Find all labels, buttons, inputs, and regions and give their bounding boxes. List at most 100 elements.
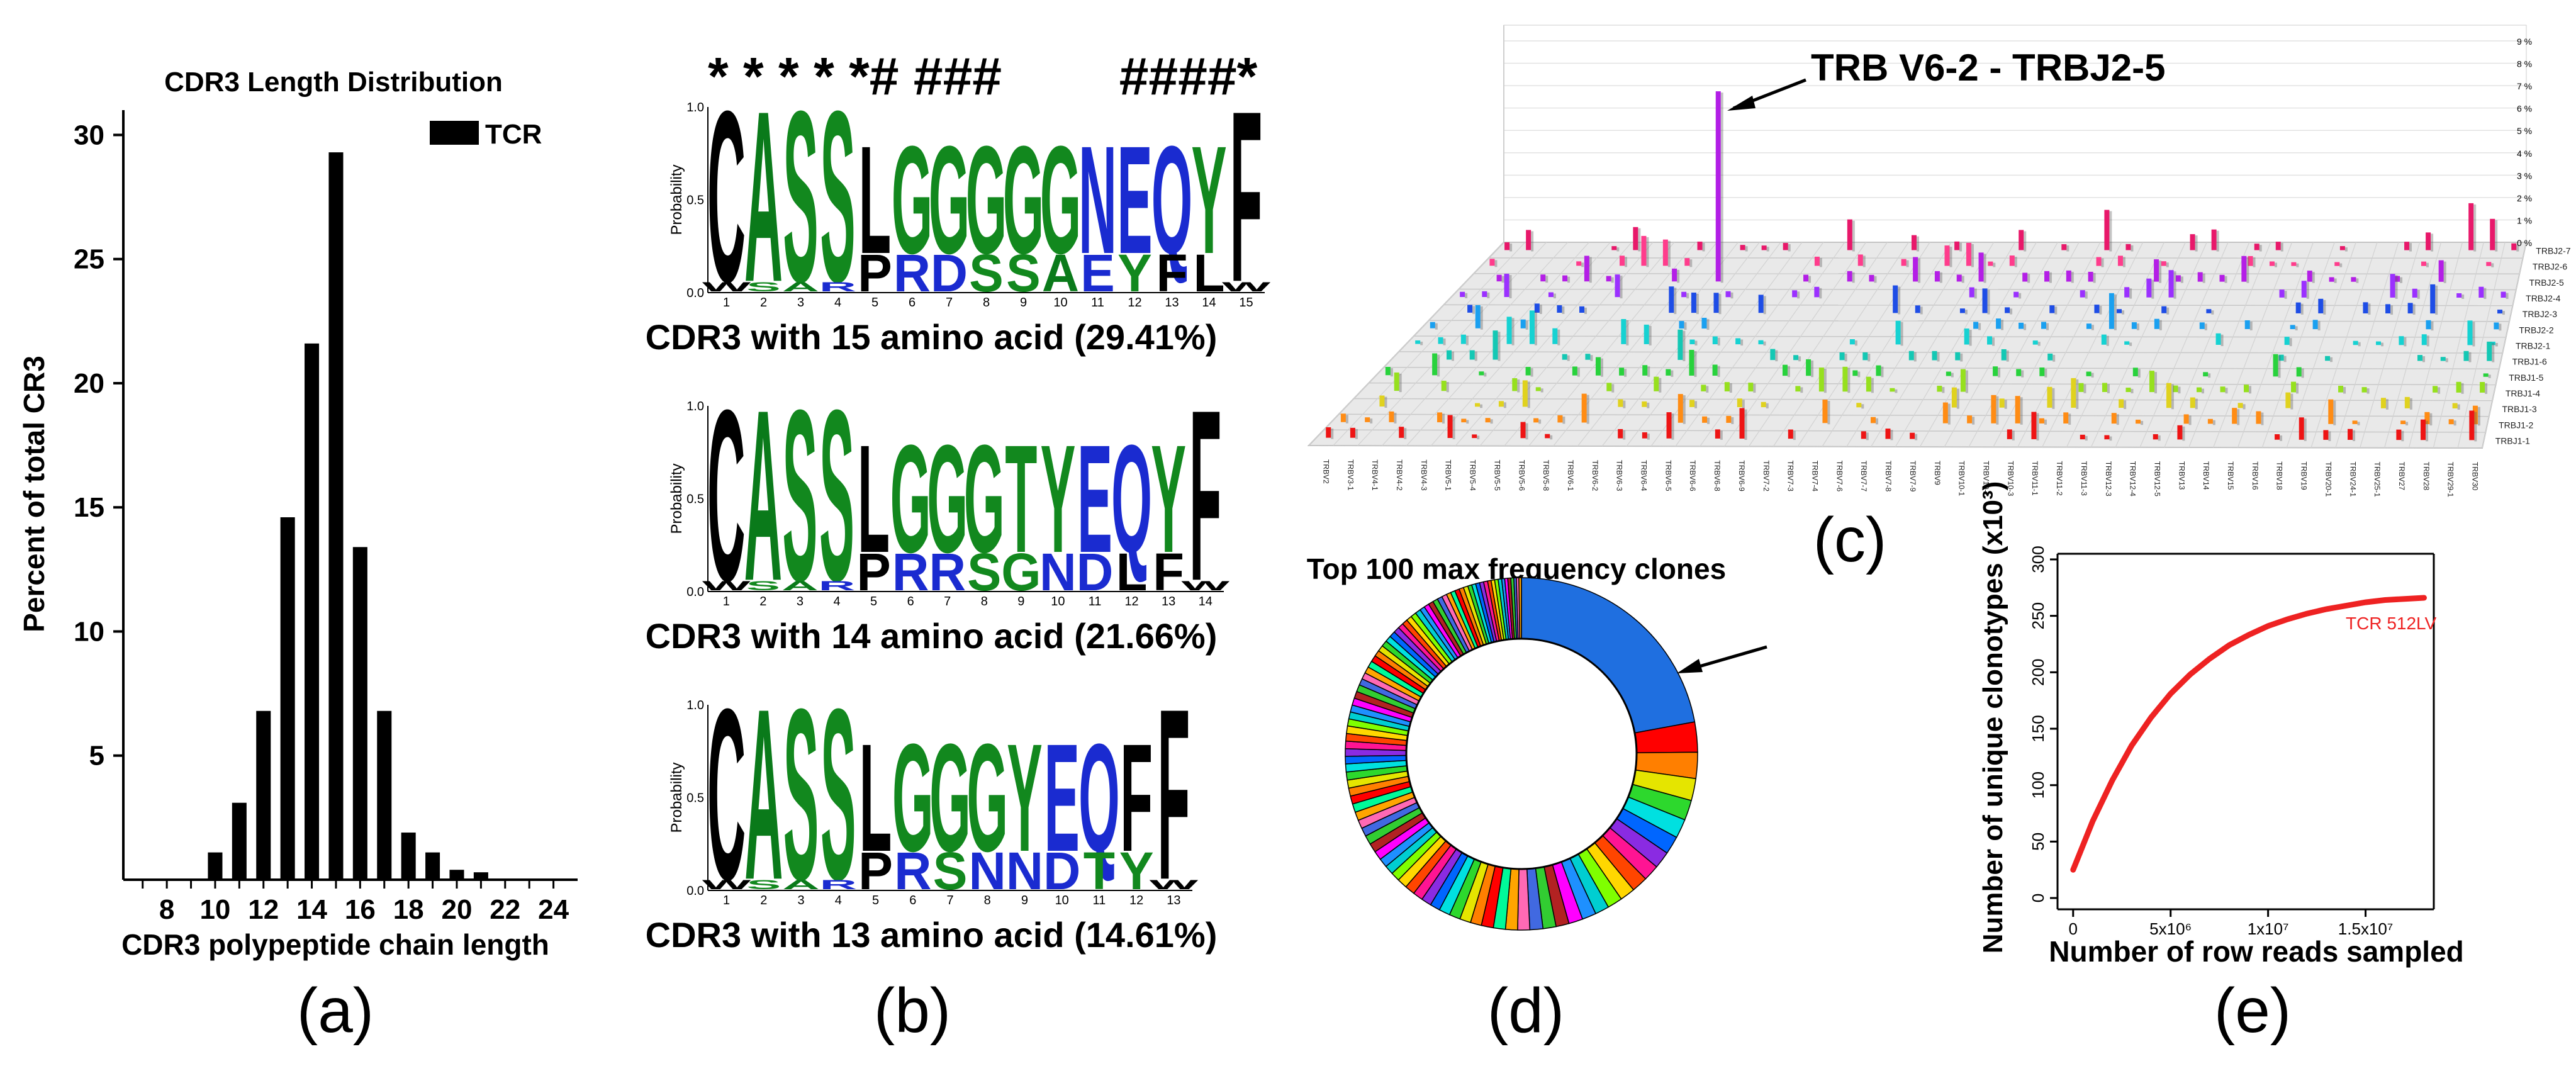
panel-c-bar-shade — [2004, 400, 2007, 409]
panel-c-bar-shade — [2431, 233, 2434, 252]
panel-b-logo-position: 12 — [1128, 296, 1141, 310]
panel-c-floor-col-line — [2139, 242, 2229, 448]
panel-c-floor-col-line — [1772, 242, 1909, 447]
panel-b-logo-letter-minor: A — [781, 578, 819, 593]
panel-e-legend-label: TCR 512LV — [2346, 614, 2437, 633]
panel-c-floor-col-line — [1479, 242, 1654, 446]
panel-c-bar — [1818, 367, 1824, 392]
panel-c-bar — [1982, 288, 1988, 313]
panel-c-bar — [2452, 403, 2458, 409]
panel-c-bar-shade — [2216, 230, 2219, 252]
panel-c-bar — [1689, 400, 1695, 407]
panel-c-bar — [1340, 413, 1346, 422]
panel-c-bar-shade — [1466, 420, 1469, 424]
panel-c-bar-shade — [1729, 383, 1732, 393]
panel-b-logo-letter-minor: S — [746, 578, 780, 593]
panel-c-bar — [2318, 298, 2324, 313]
panel-c-bar — [2153, 434, 2158, 440]
panel-c-bar — [1472, 434, 1477, 439]
panel-c-bar-shade — [2066, 245, 2069, 252]
panel-c-floor-col-line — [2433, 242, 2484, 448]
panel-c-bar — [2117, 309, 2122, 313]
panel-c-bar-shade — [1915, 434, 1918, 440]
panel-c-v-label: TRBV27 — [2397, 462, 2406, 491]
panel-b-marks: * * * * *# ### ####* — [708, 47, 1258, 106]
panel-e-xtick-label: 1.5x10⁷ — [2338, 919, 2393, 938]
panel-c-bar-shade — [2502, 311, 2505, 315]
panel-c-bar — [2456, 293, 2462, 298]
panel-c-floor-col-line — [2457, 242, 2506, 449]
panel-c-bar-shade — [1525, 423, 1528, 440]
panel-c-v-label: TRBV28 — [2422, 462, 2431, 491]
panel-b-logo-caption: CDR3 with 13 amino acid (14.61%) — [646, 915, 1218, 955]
panel-c-bar-shade — [2284, 291, 2287, 299]
panel-c-bar-shade — [1694, 340, 1698, 346]
panel-b-logo-letter: Q — [1111, 413, 1152, 585]
panel-c-j-label: TRBJ2-1 — [2516, 341, 2550, 351]
panel-b-logo-letter-minor: W — [1181, 578, 1230, 593]
panel-c-bar — [1677, 394, 1683, 423]
panel-c-bar-shade — [1717, 337, 1720, 346]
panel-c-bar — [2197, 272, 2203, 282]
panel-c-bar-shade — [2404, 337, 2407, 347]
panel-c-bar — [2183, 414, 2189, 424]
panel-c-bar-shade — [1961, 276, 1964, 283]
panel-c-bar — [2396, 429, 2402, 440]
panel-c-bar-shade — [2358, 342, 2361, 347]
panel-c-bar-shade — [1390, 368, 1393, 377]
panel-c-bar — [1814, 286, 1820, 298]
panel-c-bar-shade — [1788, 244, 1791, 252]
panel-c-percent-label: 6 % — [2517, 104, 2532, 114]
panel-b-logo-letter-minor: D — [1077, 542, 1114, 602]
panel-c-bar — [2016, 369, 2022, 376]
panel-c-bar-shade — [1531, 231, 1534, 252]
panel-b-logo-letter-minor: Y — [1119, 841, 1154, 900]
panel-c-bar-shade — [1823, 369, 1827, 393]
panel-a-ytick-label: 5 — [89, 741, 104, 771]
panel-c-bar-shade — [2243, 404, 2246, 410]
panel-c-percent-label: 0 % — [2517, 238, 2532, 248]
panel-b-logo-position: 3 — [797, 296, 804, 310]
panel-c-bar-shade — [1939, 272, 1942, 283]
panel-c-bar-shade — [2249, 321, 2253, 330]
panel-b-logo-letter: E — [1117, 113, 1152, 286]
panel-c-bar — [2399, 336, 2404, 345]
panel-b-logo-ylabel: Probability — [668, 762, 685, 833]
panel-c-v-label: TRBV7-6 — [1835, 461, 1844, 492]
panel-c-v-label: TRBV6-9 — [1737, 460, 1746, 491]
panel-c-bar-shade — [1793, 430, 1796, 440]
panel-c-floor-col-line — [2213, 242, 2293, 448]
panel-c-bar-shade — [2212, 420, 2215, 425]
panel-c-bar — [1795, 386, 1801, 392]
panel-b-logo-letter: T — [1005, 413, 1037, 585]
panel-c-bar-shade — [1370, 418, 1373, 424]
panel-c-bar-shade — [1876, 418, 1879, 425]
panel-c-bar-shade — [2158, 435, 2161, 441]
panel-c-percent-label: 7 % — [2517, 81, 2532, 91]
panel-c-bar-shade — [1638, 228, 1641, 252]
panel-c-bar-shade — [1797, 291, 1800, 299]
panel-c-bar — [2400, 420, 2406, 425]
panel-c-bar-shade — [1647, 402, 1650, 408]
panel-c-bar-shade — [1862, 255, 1866, 267]
panel-a-xtick-label: 18 — [393, 894, 424, 925]
panel-c-bar-shade — [1538, 419, 1542, 424]
panel-c-bar — [2390, 274, 2395, 298]
panel-c-bar-shade — [2109, 211, 2112, 252]
panel-c-bar — [1895, 320, 1901, 345]
panel-b-logo-letter: L — [858, 413, 890, 585]
panel-c-bar-shade — [2283, 356, 2287, 362]
panel-c-bar-shade — [2091, 373, 2094, 378]
panel-b-logo-letter: G — [927, 413, 968, 585]
panel-b-logo-letter: E — [1044, 711, 1079, 884]
panel-b-logo-letter: G — [1003, 113, 1044, 286]
panel-c-bar-shade — [1331, 428, 1334, 439]
panel-c-floor-col-line — [1748, 242, 1888, 447]
panel-b-logo-letter-minor: N — [969, 841, 1006, 900]
panel-c-bar-shade — [1683, 330, 1686, 361]
panel-c-bar — [1932, 351, 1937, 361]
panel-c-bar — [1447, 350, 1452, 360]
panel-b-logo-letter: C — [707, 61, 746, 334]
panel-b-logo-letter: F — [1230, 61, 1262, 334]
